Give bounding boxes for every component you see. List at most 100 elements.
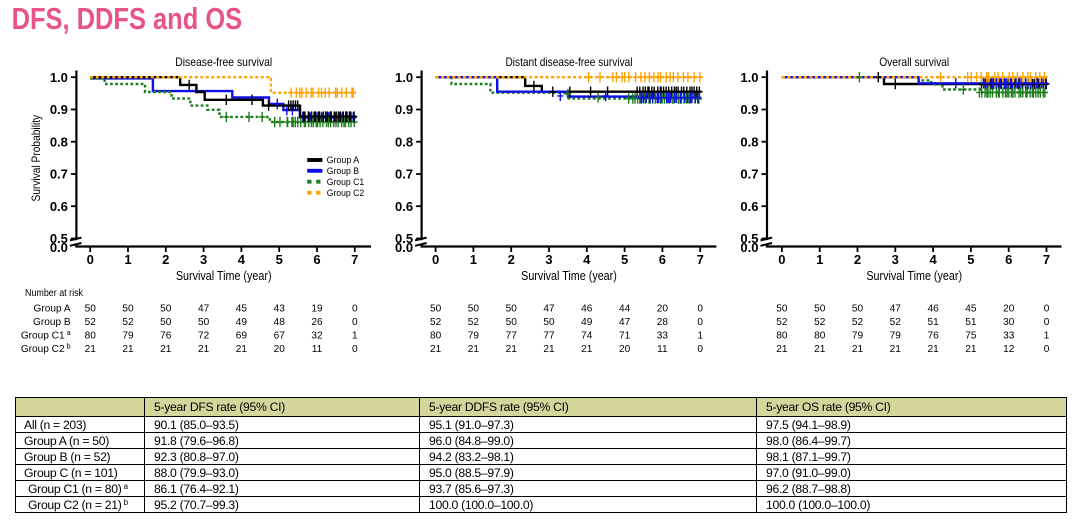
svg-text:80: 80 — [430, 331, 442, 342]
svg-text:3: 3 — [200, 252, 207, 267]
svg-text:79: 79 — [890, 331, 902, 342]
svg-text:Group C1: Group C1 — [327, 177, 365, 187]
svg-text:Group B: Group B — [33, 317, 71, 328]
svg-text:50: 50 — [776, 303, 788, 314]
svg-text:21: 21 — [927, 344, 939, 355]
svg-text:76: 76 — [927, 331, 939, 342]
svg-text:1: 1 — [697, 331, 703, 342]
svg-text:Disease-free survival: Disease-free survival — [175, 56, 272, 69]
svg-text:49: 49 — [236, 317, 248, 328]
svg-text:4: 4 — [929, 252, 937, 267]
svg-text:1: 1 — [1044, 331, 1050, 342]
svg-text:30: 30 — [1003, 317, 1015, 328]
svg-text:11: 11 — [312, 344, 323, 355]
svg-text:19: 19 — [311, 303, 323, 314]
svg-text:45: 45 — [236, 303, 248, 314]
svg-text:50: 50 — [85, 303, 97, 314]
svg-text:77: 77 — [506, 331, 518, 342]
svg-text:0.0: 0.0 — [395, 240, 413, 255]
svg-text:1.0: 1.0 — [50, 70, 68, 85]
svg-text:79: 79 — [852, 331, 864, 342]
svg-text:45: 45 — [965, 303, 977, 314]
svg-text:Number at risk: Number at risk — [25, 288, 84, 299]
svg-text:11: 11 — [657, 344, 668, 355]
svg-text:20: 20 — [1003, 303, 1015, 314]
svg-text:Group C2 b: Group C2 b — [21, 342, 71, 356]
svg-text:2: 2 — [162, 252, 169, 267]
svg-text:47: 47 — [619, 317, 631, 328]
svg-text:0.0: 0.0 — [50, 240, 68, 255]
svg-text:21: 21 — [506, 344, 518, 355]
svg-text:4: 4 — [583, 252, 591, 267]
svg-text:1.0: 1.0 — [740, 70, 758, 85]
svg-text:21: 21 — [85, 344, 97, 355]
svg-text:3: 3 — [545, 252, 552, 267]
svg-text:21: 21 — [890, 344, 902, 355]
svg-text:Survival Probability: Survival Probability — [29, 115, 43, 202]
svg-text:52: 52 — [852, 317, 864, 328]
svg-text:0.5: 0.5 — [395, 231, 413, 246]
svg-text:0.6: 0.6 — [740, 199, 758, 214]
svg-text:0: 0 — [432, 252, 439, 267]
svg-text:Overall survival: Overall survival — [879, 56, 949, 69]
svg-text:43: 43 — [274, 303, 286, 314]
svg-text:50: 50 — [122, 303, 134, 314]
svg-text:Distant disease-free survival: Distant disease-free survival — [506, 56, 633, 69]
svg-text:26: 26 — [311, 317, 323, 328]
svg-text:20: 20 — [619, 344, 631, 355]
svg-text:79: 79 — [468, 331, 480, 342]
svg-text:0.0: 0.0 — [740, 240, 758, 255]
svg-text:52: 52 — [85, 317, 97, 328]
svg-text:0: 0 — [778, 252, 785, 267]
svg-text:71: 71 — [619, 331, 631, 342]
svg-text:47: 47 — [543, 303, 555, 314]
svg-text:44: 44 — [619, 303, 631, 314]
svg-text:DFS, DDFS and OS: DFS, DDFS and OS — [12, 3, 243, 36]
svg-text:47: 47 — [890, 303, 902, 314]
svg-text:0.9: 0.9 — [50, 102, 68, 117]
svg-text:21: 21 — [122, 344, 134, 355]
svg-text:80: 80 — [85, 331, 97, 342]
svg-text:46: 46 — [581, 303, 593, 314]
svg-text:0.5: 0.5 — [50, 231, 68, 246]
svg-text:21: 21 — [543, 344, 555, 355]
svg-text:79: 79 — [122, 331, 134, 342]
svg-text:0.7: 0.7 — [395, 167, 413, 182]
svg-text:Survival Time (year): Survival Time (year) — [521, 268, 617, 283]
svg-text:50: 50 — [506, 317, 518, 328]
svg-text:1: 1 — [470, 252, 477, 267]
svg-text:0: 0 — [697, 303, 703, 314]
svg-text:50: 50 — [468, 303, 480, 314]
svg-text:0.6: 0.6 — [395, 199, 413, 214]
svg-text:21: 21 — [468, 344, 480, 355]
svg-text:0.8: 0.8 — [740, 134, 758, 149]
svg-text:0: 0 — [1044, 303, 1050, 314]
svg-text:20: 20 — [657, 303, 669, 314]
svg-text:Survival Time (year): Survival Time (year) — [176, 268, 272, 283]
svg-text:32: 32 — [311, 331, 323, 342]
svg-text:46: 46 — [927, 303, 939, 314]
svg-text:50: 50 — [160, 303, 172, 314]
svg-text:50: 50 — [430, 303, 442, 314]
svg-text:5: 5 — [967, 252, 974, 267]
svg-text:0.6: 0.6 — [50, 199, 68, 214]
svg-text:5: 5 — [276, 252, 283, 267]
svg-text:6: 6 — [659, 252, 666, 267]
svg-text:0.5: 0.5 — [740, 231, 758, 246]
svg-text:21: 21 — [430, 344, 442, 355]
svg-text:80: 80 — [776, 331, 788, 342]
svg-text:52: 52 — [430, 317, 442, 328]
svg-text:52: 52 — [890, 317, 902, 328]
svg-text:1.0: 1.0 — [395, 70, 413, 85]
svg-text:21: 21 — [581, 344, 593, 355]
svg-text:21: 21 — [852, 344, 864, 355]
svg-text:6: 6 — [1005, 252, 1012, 267]
svg-text:50: 50 — [543, 317, 555, 328]
svg-text:80: 80 — [814, 331, 826, 342]
svg-text:0: 0 — [1044, 344, 1050, 355]
svg-text:52: 52 — [776, 317, 788, 328]
svg-text:0.8: 0.8 — [50, 134, 68, 149]
svg-text:0: 0 — [1044, 317, 1050, 328]
svg-text:Group A: Group A — [34, 303, 71, 314]
svg-text:21: 21 — [160, 344, 172, 355]
